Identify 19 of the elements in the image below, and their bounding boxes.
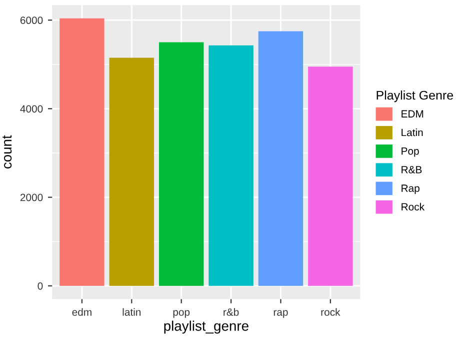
legend-title: Playlist Genre (376, 90, 454, 102)
legend-label: Latin (402, 128, 423, 136)
x-tick-label: pop (173, 310, 190, 318)
x-tick-label: latin (122, 308, 141, 316)
legend-label: EDM (402, 110, 424, 118)
y-axis-title: count (2, 135, 12, 168)
x-tick-label: r&b (224, 308, 239, 316)
legend-label: Pop (402, 147, 419, 157)
x-tick-label: rock (321, 308, 340, 316)
x-tick-label: edm (72, 308, 92, 316)
x-tick-label: rap (274, 310, 288, 318)
legend-label: Rock (402, 202, 425, 211)
y-tick-label: 6000 (20, 16, 43, 24)
x-axis-title: playlist_genre (164, 320, 248, 334)
y-tick-label: 2000 (20, 194, 43, 202)
legend-label: R&B (402, 166, 422, 174)
legend-label: Rap (402, 184, 420, 194)
y-tick-label: 4000 (20, 105, 43, 113)
y-tick-label: 0 (38, 282, 43, 290)
